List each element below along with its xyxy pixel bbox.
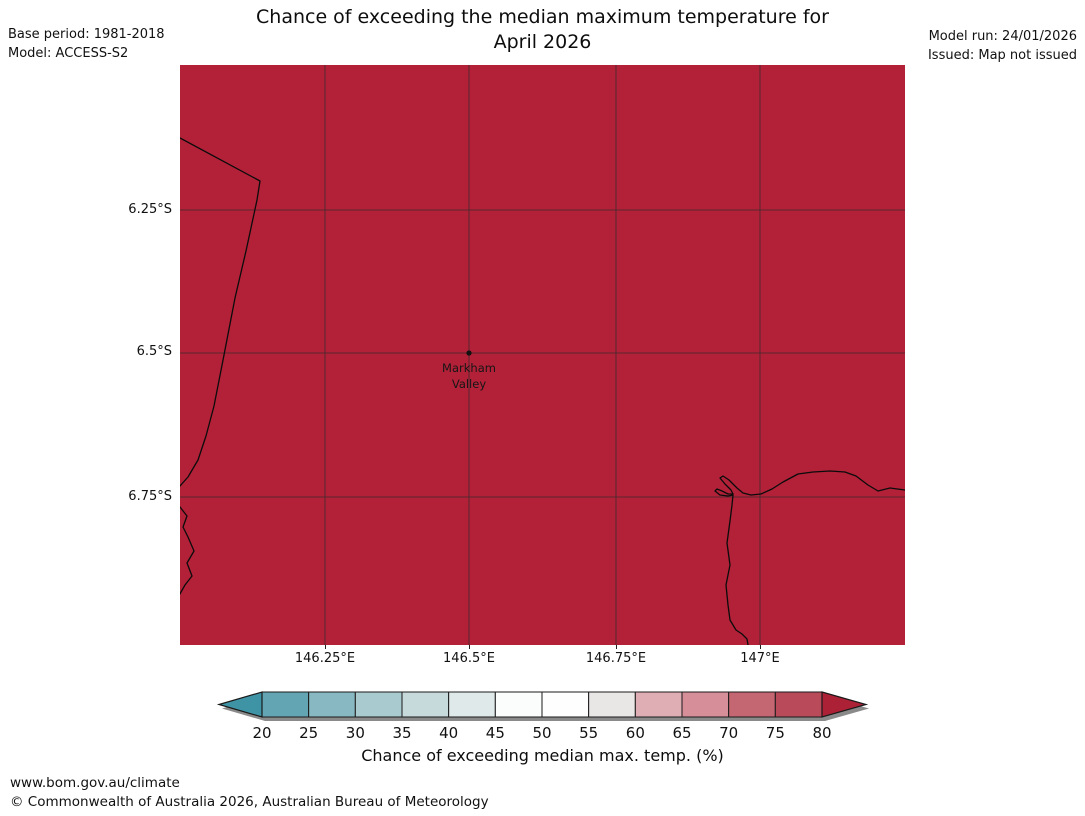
- lat-tick-label: 6.25°S: [128, 202, 172, 217]
- colorbar-tick-label: 45: [486, 724, 505, 742]
- colorbar-over-arrow: [821, 691, 869, 718]
- colorbar-tick-label: 75: [766, 724, 785, 742]
- colorbar-segment: [494, 691, 543, 718]
- colorbar-segment: [354, 691, 403, 718]
- map-canvas: Markham Valley: [180, 65, 905, 645]
- lon-tick-mark: [616, 645, 617, 649]
- footer-copyright-text: © Commonwealth of Australia 2026, Austra…: [10, 794, 489, 810]
- colorbar-tick-label: 65: [672, 724, 691, 742]
- colorbar-segment: [308, 691, 356, 718]
- base-period-text: Base period: 1981-2018: [8, 27, 165, 42]
- colorbar-tick-label: 25: [299, 724, 318, 742]
- graticule: [180, 65, 905, 645]
- colorbar-tick-label: 60: [626, 724, 645, 742]
- colorbar-graphics: 20 25 30 35 40 45 50 55 60 65 70 75 80: [216, 691, 869, 742]
- colorbar-tick-label: 70: [719, 724, 738, 742]
- colorbar-segment: [261, 691, 310, 718]
- coastline-northwest: [180, 137, 261, 487]
- colorbar-under-arrow: [216, 691, 263, 718]
- lon-tick-mark: [760, 645, 761, 649]
- model-name-text: Model: ACCESS-S2: [8, 46, 129, 61]
- coastlines: [180, 137, 905, 645]
- colorbar-tick-label: 55: [579, 724, 598, 742]
- model-info-right: Model run: 24/01/2026 Issued: Map not is…: [928, 27, 1077, 65]
- coastline-southwest: [180, 506, 195, 595]
- page-title-line1: Chance of exceeding the median maximum t…: [256, 6, 829, 28]
- lon-tick-label: 146.25°E: [294, 651, 356, 666]
- lat-tick-label: 6.5°S: [136, 344, 172, 359]
- lat-tick-label: 6.75°S: [128, 489, 172, 504]
- lon-tick-mark: [469, 645, 470, 649]
- coastline-river-south: [725, 494, 749, 645]
- location-label: Markham Valley: [409, 360, 529, 392]
- colorbar: 20 25 30 35 40 45 50 55 60 65 70 75 80: [215, 690, 875, 744]
- lon-tick-label: 146.75°E: [585, 651, 647, 666]
- colorbar-segment: [728, 691, 776, 718]
- colorbar-segment: [681, 691, 730, 718]
- coastline-east: [714, 470, 905, 497]
- lon-tick-mark: [325, 645, 326, 649]
- colorbar-tick-label: 40: [439, 724, 458, 742]
- colorbar-tick-label: 50: [532, 724, 551, 742]
- model-run-text: Model run: 24/01/2026: [928, 29, 1077, 44]
- colorbar-segment: [401, 691, 450, 718]
- lon-tick-label: 147°E: [740, 651, 780, 666]
- colorbar-tick-label: 30: [346, 724, 365, 742]
- location-marker-dot: [466, 350, 472, 356]
- colorbar-caption: Chance of exceeding median max. temp. (%…: [361, 746, 724, 765]
- lon-tick-label: 146.5°E: [443, 651, 495, 666]
- page-title: Chance of exceeding the median maximum t…: [0, 5, 1085, 55]
- footer-url-text: www.bom.gov.au/climate: [10, 775, 180, 791]
- location-label-line1: Markham: [442, 361, 496, 375]
- colorbar-tick-label: 80: [812, 724, 831, 742]
- map-graphics: [180, 65, 905, 645]
- colorbar-segment: [541, 691, 590, 718]
- model-info-left: Base period: 1981-2018 Model: ACCESS-S2: [8, 25, 165, 63]
- colorbar-segment: [588, 691, 636, 718]
- issued-text: Issued: Map not issued: [927, 48, 1077, 63]
- colorbar-tick-label: 35: [392, 724, 411, 742]
- location-label-line2: Valley: [451, 377, 487, 391]
- colorbar-segment: [448, 691, 496, 718]
- page-title-line2: April 2026: [493, 31, 592, 53]
- colorbar-segment: [634, 691, 683, 718]
- colorbar-tick-label: 20: [252, 724, 271, 742]
- colorbar-segment: [774, 691, 823, 718]
